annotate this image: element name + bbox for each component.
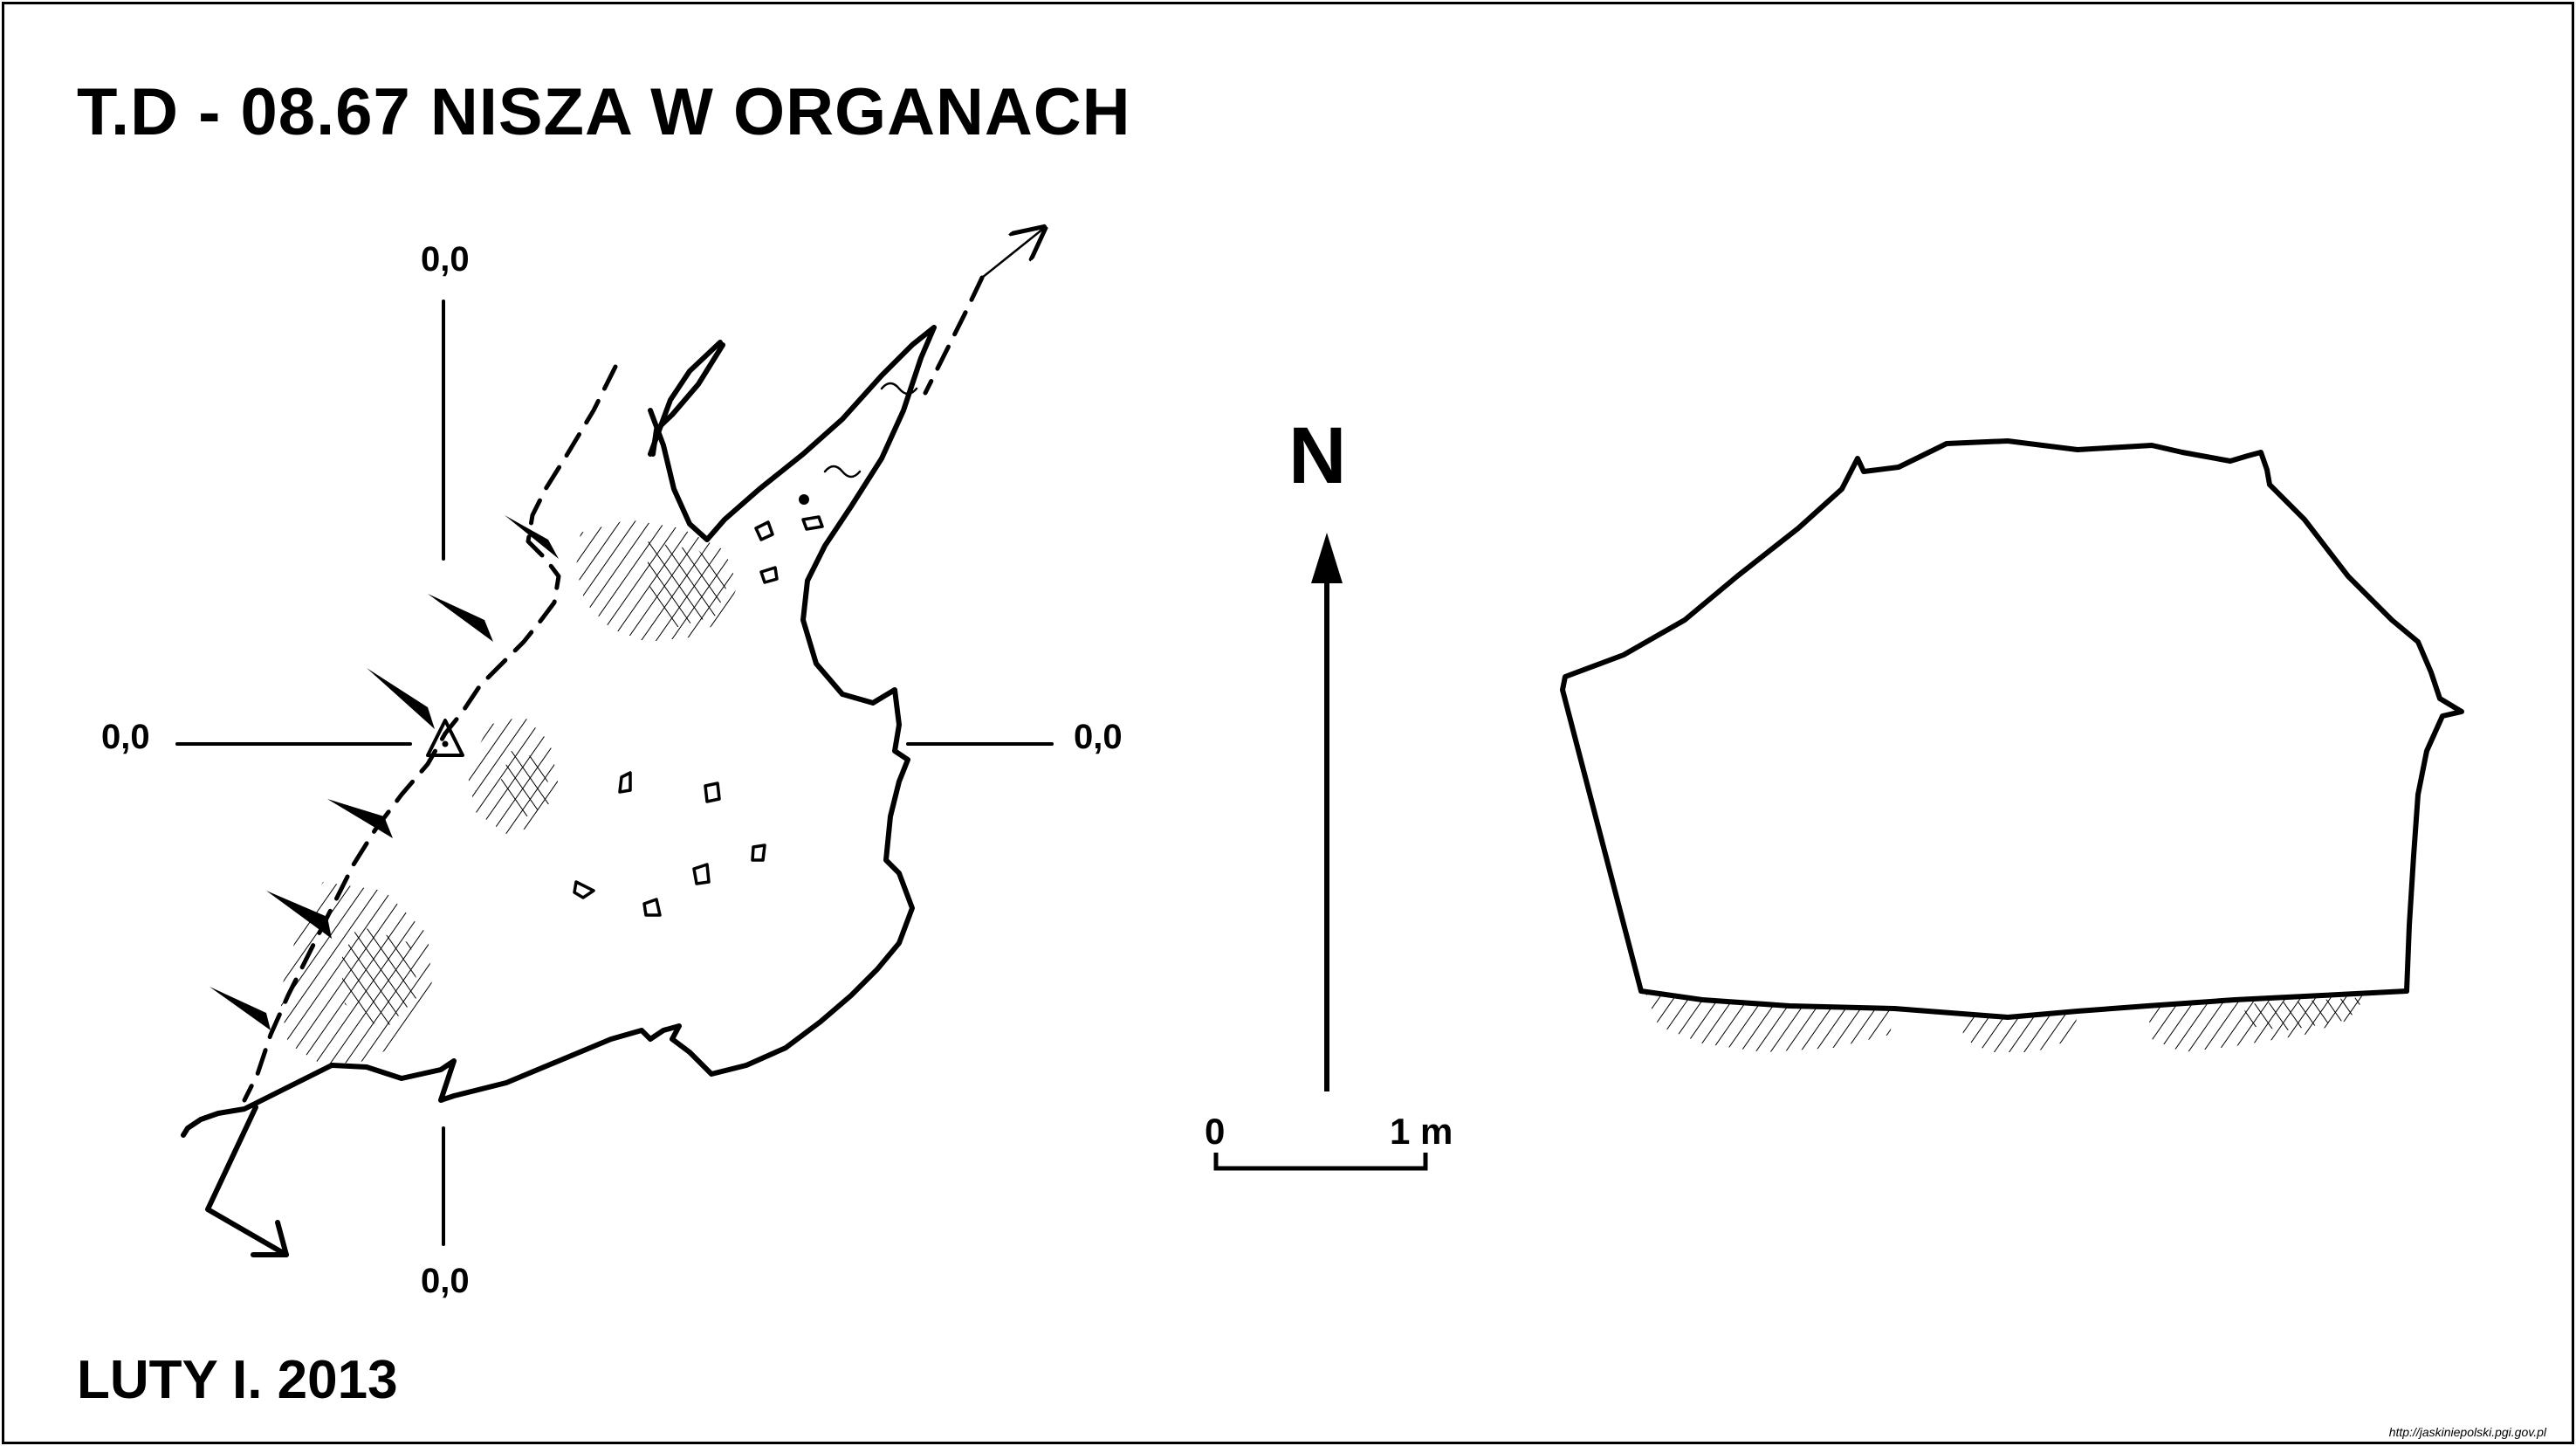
floor-sediment — [1960, 1013, 2078, 1052]
rock — [761, 568, 777, 582]
entrance-arrow — [208, 1107, 286, 1255]
rock — [644, 899, 660, 915]
survey-station-dot — [443, 741, 448, 747]
rock — [803, 517, 822, 529]
cross-section — [1563, 441, 2462, 1052]
rock — [756, 522, 773, 540]
overhang-wedge — [367, 668, 435, 729]
rock — [752, 845, 765, 860]
rock — [705, 783, 719, 802]
overhang-wedge — [210, 987, 271, 1030]
scale-bar — [1216, 1153, 1425, 1168]
drip-line-upper — [925, 278, 982, 393]
overhang-wedge — [428, 594, 493, 642]
plan-view — [177, 229, 1052, 1255]
continuation-arrow — [982, 229, 1043, 278]
north-arrow-head — [1311, 533, 1343, 583]
scale-bar-line — [1216, 1153, 1425, 1168]
rock — [620, 773, 630, 792]
floor-sediment — [1645, 993, 1894, 1052]
rock — [574, 882, 594, 898]
overhang-wedge — [327, 799, 393, 838]
cave-wall-recess — [653, 345, 723, 454]
north-arrow — [1311, 533, 1343, 1091]
sediment-areas — [279, 520, 738, 1065]
water-symbol — [825, 466, 860, 477]
dripstone-dot — [799, 494, 809, 505]
cross-section-outline — [1563, 441, 2462, 991]
rock — [694, 864, 709, 884]
